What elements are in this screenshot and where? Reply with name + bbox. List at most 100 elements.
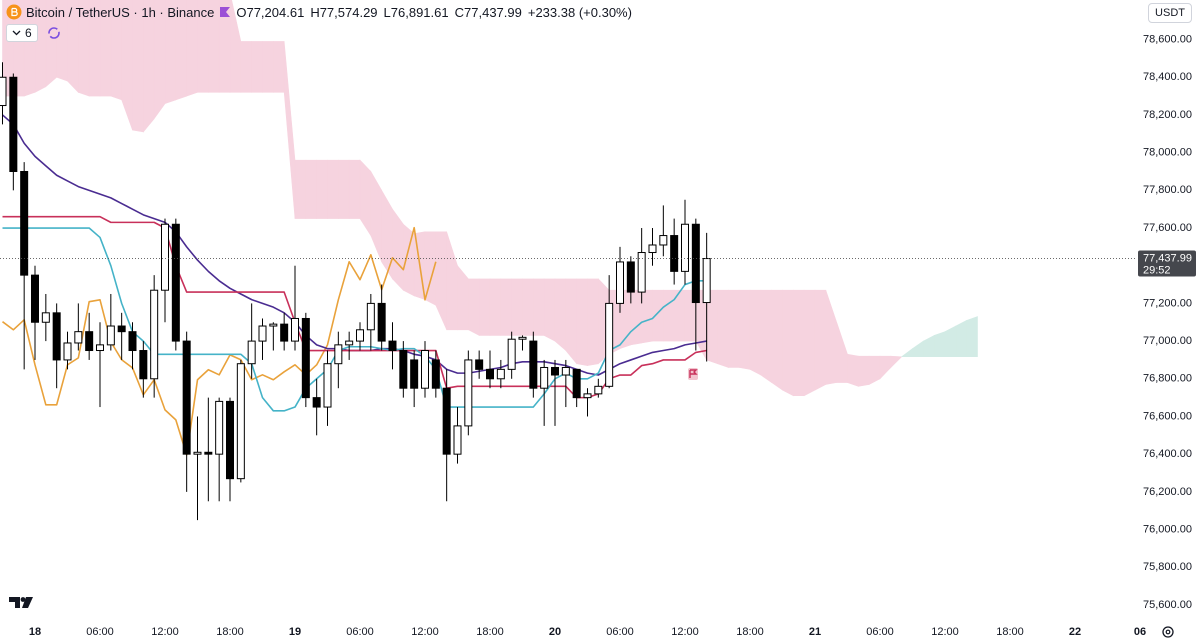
candle-body bbox=[410, 359, 419, 389]
cloud-segment bbox=[283, 41, 296, 219]
cloud-segment bbox=[88, 0, 101, 97]
cloud-segment bbox=[359, 159, 372, 237]
currency-button[interactable]: USDT bbox=[1148, 3, 1192, 23]
y-tick-label: 76,400.00 bbox=[1143, 448, 1192, 460]
cloud-segment bbox=[110, 0, 122, 101]
candle-body bbox=[74, 331, 83, 344]
cloud-segment bbox=[890, 355, 903, 369]
y-tick-label: 75,600.00 bbox=[1143, 599, 1192, 611]
candle-body bbox=[366, 302, 375, 331]
candle-body bbox=[550, 366, 559, 376]
cloud-segment bbox=[164, 0, 177, 105]
cloud-segment bbox=[381, 189, 393, 280]
candle-body bbox=[236, 363, 245, 480]
cloud-segment bbox=[305, 159, 317, 219]
cloud-segment bbox=[370, 170, 382, 263]
indicator-toggle[interactable]: 6 bbox=[6, 24, 38, 42]
candle-body bbox=[594, 385, 603, 395]
cloud-segment bbox=[858, 355, 870, 387]
cloud-segment bbox=[576, 278, 588, 366]
cloud-segment bbox=[717, 289, 729, 368]
y-tick-label: 77,800.00 bbox=[1143, 184, 1192, 196]
low-value: L76,891.61 bbox=[383, 4, 449, 20]
candle-body bbox=[160, 223, 169, 291]
alert-flag bbox=[688, 368, 698, 380]
candle-body bbox=[30, 274, 39, 323]
cloud-segment bbox=[771, 289, 783, 391]
candle-body bbox=[518, 336, 527, 340]
y-tick-label: 76,600.00 bbox=[1143, 410, 1192, 422]
cloud-segment bbox=[56, 0, 68, 82]
candle-body bbox=[117, 325, 126, 333]
cloud-segment bbox=[933, 331, 946, 358]
cloud-segment bbox=[836, 322, 848, 383]
cloud-segment bbox=[944, 325, 957, 358]
symbol[interactable]: Bitcoin / TetherUS · 1h · Binance bbox=[26, 4, 215, 20]
y-tick-label: 75,800.00 bbox=[1143, 561, 1192, 573]
x-tick-label: 20 bbox=[549, 626, 561, 638]
cloud-segment bbox=[392, 208, 404, 291]
cloud-segment bbox=[327, 159, 339, 219]
open-value: O77,204.61 bbox=[236, 4, 305, 20]
cloud-segment bbox=[966, 316, 978, 358]
x-tick-label: 18:00 bbox=[216, 626, 244, 638]
cloud-segment bbox=[825, 290, 837, 385]
candle-body bbox=[9, 76, 18, 172]
candle-body bbox=[106, 325, 115, 346]
settings-icon[interactable] bbox=[1162, 626, 1174, 638]
cloud-segment bbox=[565, 278, 577, 365]
coin-icon bbox=[6, 4, 22, 20]
y-tick-label: 78,600.00 bbox=[1143, 33, 1192, 45]
cloud-segment bbox=[78, 0, 90, 97]
cloud-segment bbox=[251, 41, 263, 93]
header: Bitcoin / TetherUS · 1h · Binance O77,20… bbox=[6, 4, 638, 20]
cloud-segment bbox=[468, 278, 480, 336]
candle-body bbox=[355, 329, 364, 342]
cloud-segment bbox=[478, 278, 491, 336]
candle-body bbox=[605, 302, 614, 387]
cloud-segment bbox=[45, 0, 57, 88]
x-tick-label: 12:00 bbox=[151, 626, 179, 638]
countdown-label: 29:52 bbox=[1143, 264, 1171, 276]
x-tick-label: 18 bbox=[29, 626, 41, 638]
candle-body bbox=[269, 323, 278, 327]
indicator-line bbox=[2, 227, 707, 412]
cloud-segment bbox=[348, 159, 361, 219]
x-tick-label: 22 bbox=[1069, 626, 1081, 638]
last-price-label: 77,437.99 bbox=[1143, 252, 1192, 264]
cloud-segment bbox=[533, 278, 545, 336]
candle-body bbox=[301, 317, 310, 399]
refresh-icon[interactable] bbox=[46, 25, 62, 41]
chevron-icon bbox=[12, 30, 21, 36]
candle-body bbox=[507, 338, 516, 370]
candle-body bbox=[561, 366, 570, 376]
cloud-segment bbox=[587, 278, 599, 366]
indicator-count: 6 bbox=[25, 26, 32, 40]
candle-body bbox=[225, 400, 234, 480]
cloud-segment bbox=[175, 0, 187, 101]
axes: 75,600.00 75,800.00 76,000.00 76,200.00 76,4… bbox=[29, 33, 1196, 638]
last-price-box bbox=[1138, 250, 1196, 277]
cloud-segment bbox=[67, 0, 79, 94]
cloud-segment bbox=[240, 41, 252, 93]
candle-body bbox=[431, 359, 440, 389]
x-tick-label: 06:00 bbox=[606, 626, 634, 638]
candle-body bbox=[399, 350, 408, 389]
candle-body bbox=[215, 400, 224, 455]
candle-body bbox=[615, 261, 624, 304]
candle-body bbox=[648, 244, 657, 254]
cloud-segment bbox=[522, 278, 534, 336]
high-value: H77,574.29 bbox=[310, 4, 378, 20]
cloud-segment bbox=[99, 0, 112, 97]
candle-body bbox=[496, 368, 505, 380]
cloud-segment bbox=[446, 231, 458, 331]
candle-body bbox=[377, 302, 386, 342]
cloud-segment bbox=[273, 41, 285, 93]
candle-body bbox=[453, 425, 462, 455]
candle-body bbox=[20, 170, 29, 276]
y-tick-label: 78,000.00 bbox=[1143, 147, 1192, 159]
candle-body bbox=[280, 323, 289, 342]
cloud-segment bbox=[121, 0, 133, 131]
candle-body bbox=[85, 331, 94, 352]
